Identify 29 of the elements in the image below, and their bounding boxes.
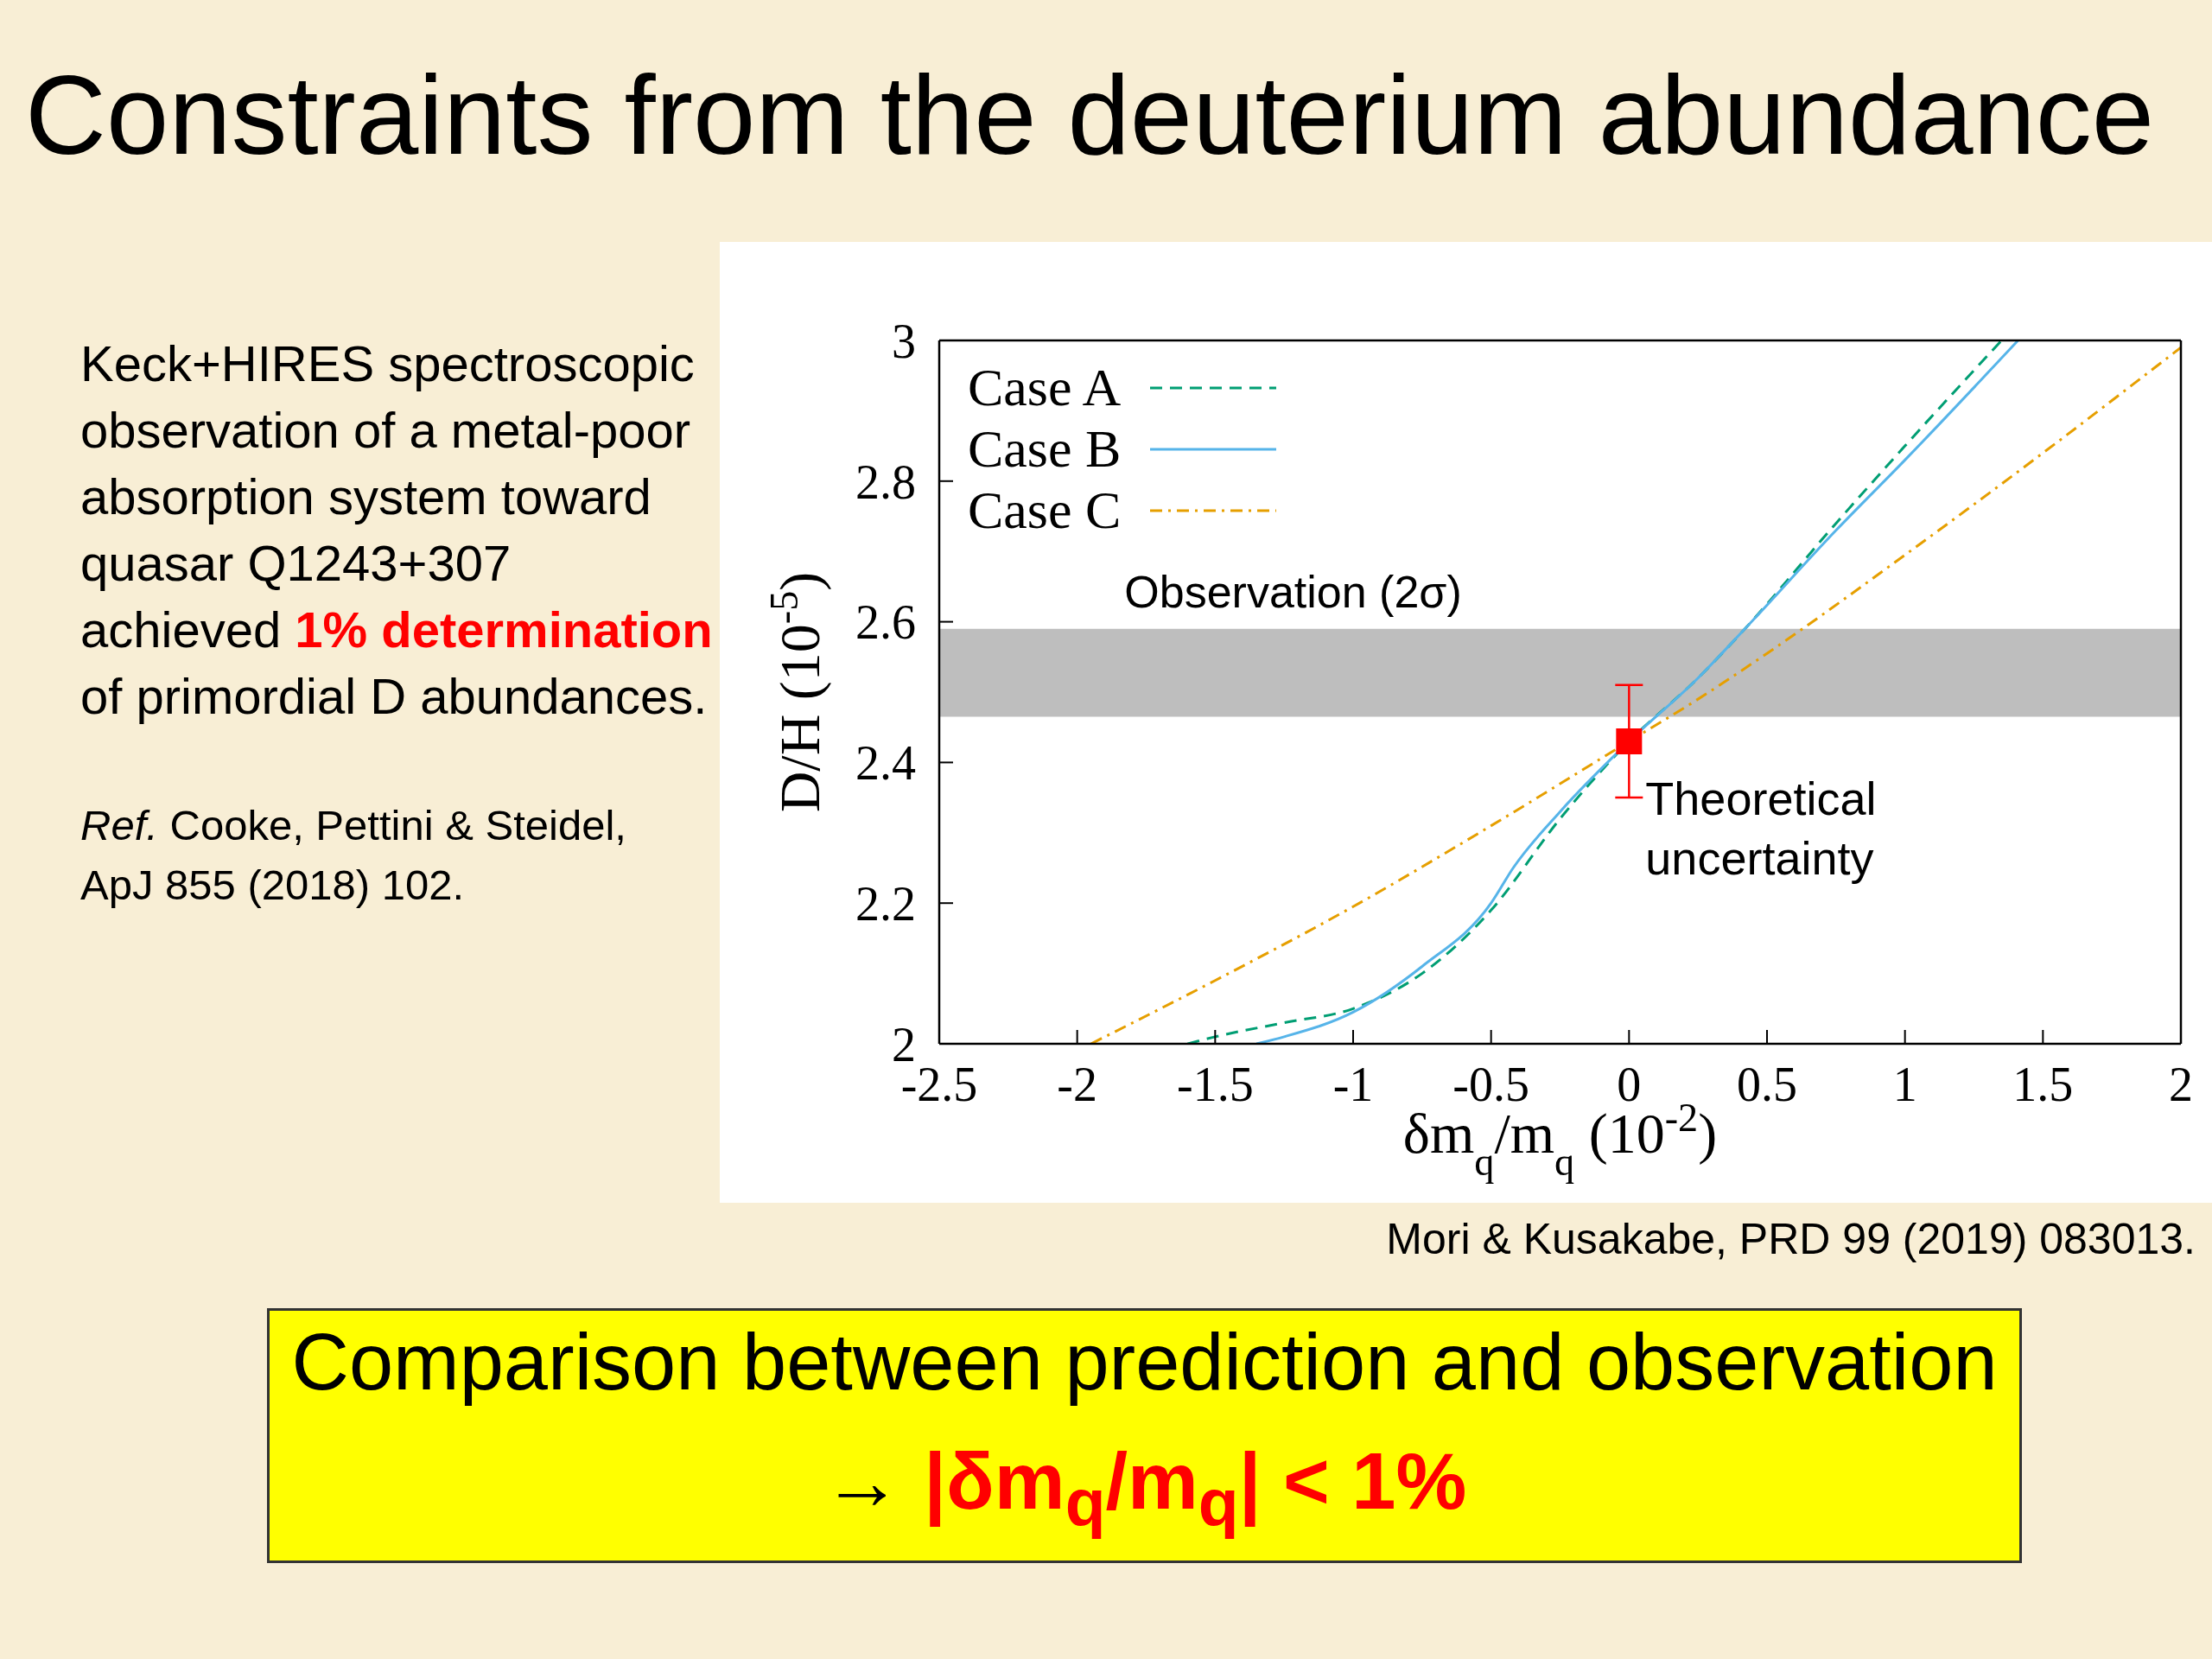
x-tick-label: 0.5 <box>1737 1057 1797 1111</box>
text: |δm$_{q}$/m$_{q}$| < 1% <box>924 1437 1467 1540</box>
text: → <box>822 1437 902 1525</box>
x-tick-label: -1.5 <box>1177 1057 1254 1111</box>
y-tick-label: 2.4 <box>855 736 916 791</box>
text: Mori & Kusakabe, PRD 99 (2019) 083013. <box>1386 1215 2196 1263</box>
text: achieved <box>80 601 282 658</box>
x-tick-label: -2 <box>1057 1057 1097 1111</box>
chart-title: Constraints from the deuterium abundance <box>25 51 2155 180</box>
text: Ref. <box>80 802 158 849</box>
text: Comparison between prediction and observation <box>291 1318 1998 1406</box>
annotation: Theoretical uncertainty <box>1645 772 1877 884</box>
x-tick-label: -1 <box>1332 1057 1374 1111</box>
text: 1% determination <box>295 601 713 658</box>
y-tick-label: 3 <box>892 314 916 368</box>
text: Cooke, Pettini & Steidel, <box>169 802 626 849</box>
legend-label: Case A <box>968 357 1122 418</box>
band-label: Observation (2σ) <box>1124 566 1462 617</box>
legend-label: Case B <box>968 418 1122 480</box>
text: of primordial D abundances. <box>80 668 708 724</box>
x-tick-label: 1 <box>1892 1057 1917 1111</box>
x-tick-label: 0 <box>1617 1057 1642 1111</box>
legend-label: Case C <box>968 480 1122 541</box>
y-tick-label: 2.2 <box>855 877 916 931</box>
text: ApJ 855 (2018) 102. <box>80 861 465 908</box>
y-tick-label: 2.8 <box>855 454 916 509</box>
y-tick-label: 2.6 <box>855 595 916 650</box>
x-tick-label: 2 <box>2169 1057 2193 1111</box>
x-tick-label: 1.5 <box>2012 1057 2074 1111</box>
